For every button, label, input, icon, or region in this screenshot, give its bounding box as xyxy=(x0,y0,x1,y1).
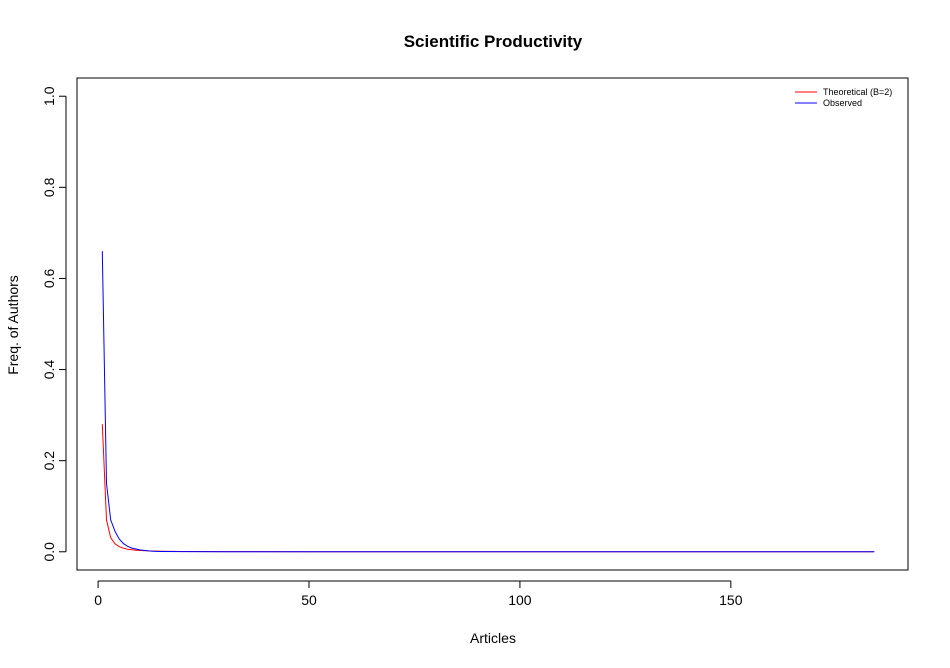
x-tick-label: 50 xyxy=(301,592,317,608)
y-axis: 0.0 0.2 0.4 0.6 0.8 1.0 xyxy=(41,86,67,562)
chart-title: Scientific Productivity xyxy=(404,32,583,51)
legend-label: Observed xyxy=(823,98,862,108)
legend: Theoretical (B=2)Observed xyxy=(795,87,892,108)
y-axis-label: Freq. of Authors xyxy=(5,275,21,375)
legend-label: Theoretical (B=2) xyxy=(823,87,892,97)
y-tick-label: 0.2 xyxy=(41,451,57,471)
y-tick-label: 0.0 xyxy=(41,542,57,562)
y-tick-label: 0.4 xyxy=(41,360,57,380)
y-tick-label: 0.6 xyxy=(41,269,57,289)
y-tick-label: 0.8 xyxy=(41,177,57,197)
x-tick-label: 0 xyxy=(94,592,102,608)
y-tick-label: 1.0 xyxy=(41,86,57,106)
x-tick-label: 150 xyxy=(719,592,743,608)
x-tick-label: 100 xyxy=(508,592,532,608)
x-axis: 0 50 100 150 xyxy=(94,580,743,608)
series-line-1 xyxy=(101,251,875,553)
series-line-0 xyxy=(101,424,875,553)
x-axis-label: Articles xyxy=(470,630,516,646)
plot-frame xyxy=(76,77,909,571)
series-layer xyxy=(101,251,875,553)
